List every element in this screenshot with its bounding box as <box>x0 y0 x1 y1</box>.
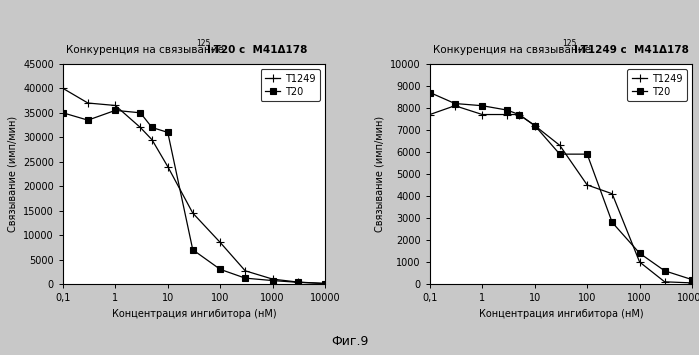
T1249 <box>635 260 644 264</box>
T1249 <box>111 103 120 108</box>
T1249 <box>216 240 224 245</box>
Y-axis label: Связывание (имп/мин): Связывание (имп/мин) <box>8 116 17 232</box>
T20 <box>111 108 120 113</box>
Legend: T1249, T20: T1249, T20 <box>628 69 687 102</box>
Legend: T1249, T20: T1249, T20 <box>261 69 320 102</box>
T20 <box>59 111 67 115</box>
T20 <box>661 269 669 273</box>
T1249 <box>136 125 145 130</box>
T1249 <box>164 164 172 169</box>
T20 <box>635 251 644 255</box>
T1249 <box>514 113 523 117</box>
T20 <box>84 118 92 122</box>
T1249 <box>661 280 669 284</box>
T20 <box>556 152 564 156</box>
T20 <box>294 280 302 284</box>
X-axis label: Концентрация ингибитора (нМ): Концентрация ингибитора (нМ) <box>112 308 276 318</box>
Line: T20: T20 <box>60 108 328 286</box>
T1249 <box>268 277 277 281</box>
Text: I-T1249 с  М41Δ178: I-T1249 с М41Δ178 <box>574 45 689 55</box>
T20 <box>241 276 250 280</box>
T20 <box>189 248 197 252</box>
Text: I-T20 с  М41Δ178: I-T20 с М41Δ178 <box>207 45 308 55</box>
T20 <box>688 278 696 282</box>
X-axis label: Концентрация ингибитора (нМ): Концентрация ингибитора (нМ) <box>479 308 643 318</box>
Text: 125: 125 <box>563 39 577 48</box>
T1249 <box>426 113 434 117</box>
T20 <box>478 104 487 108</box>
T1249 <box>451 104 459 108</box>
Line: T1249: T1249 <box>59 84 329 288</box>
Text: 125: 125 <box>196 39 210 48</box>
T20 <box>608 220 617 224</box>
Y-axis label: Связывание (имп/мин): Связывание (имп/мин) <box>375 116 384 232</box>
Text: Конкуренция на связывание: Конкуренция на связывание <box>66 45 224 55</box>
T20 <box>451 102 459 106</box>
T20 <box>426 91 434 95</box>
T1249 <box>321 282 329 286</box>
T20 <box>136 111 145 115</box>
T1249 <box>503 113 512 117</box>
T1249 <box>688 281 696 285</box>
T20 <box>268 278 277 283</box>
T1249 <box>241 269 250 273</box>
T1249 <box>608 192 617 196</box>
T1249 <box>189 211 197 215</box>
T1249 <box>294 280 302 284</box>
T1249 <box>59 86 67 91</box>
T1249 <box>583 183 591 187</box>
T1249 <box>556 143 564 147</box>
T1249 <box>531 124 539 128</box>
T20 <box>514 113 523 117</box>
Text: Фиг.9: Фиг.9 <box>331 335 368 348</box>
T20 <box>503 108 512 112</box>
T1249 <box>147 138 156 142</box>
T20 <box>147 125 156 130</box>
Line: T1249: T1249 <box>426 102 696 287</box>
T20 <box>321 282 329 286</box>
Line: T20: T20 <box>427 90 695 282</box>
T1249 <box>84 101 92 105</box>
T20 <box>216 267 224 272</box>
T20 <box>164 130 172 135</box>
T1249 <box>478 113 487 117</box>
T20 <box>531 124 539 128</box>
T20 <box>583 152 591 156</box>
Text: Конкуренция на связывание: Конкуренция на связывание <box>433 45 591 55</box>
